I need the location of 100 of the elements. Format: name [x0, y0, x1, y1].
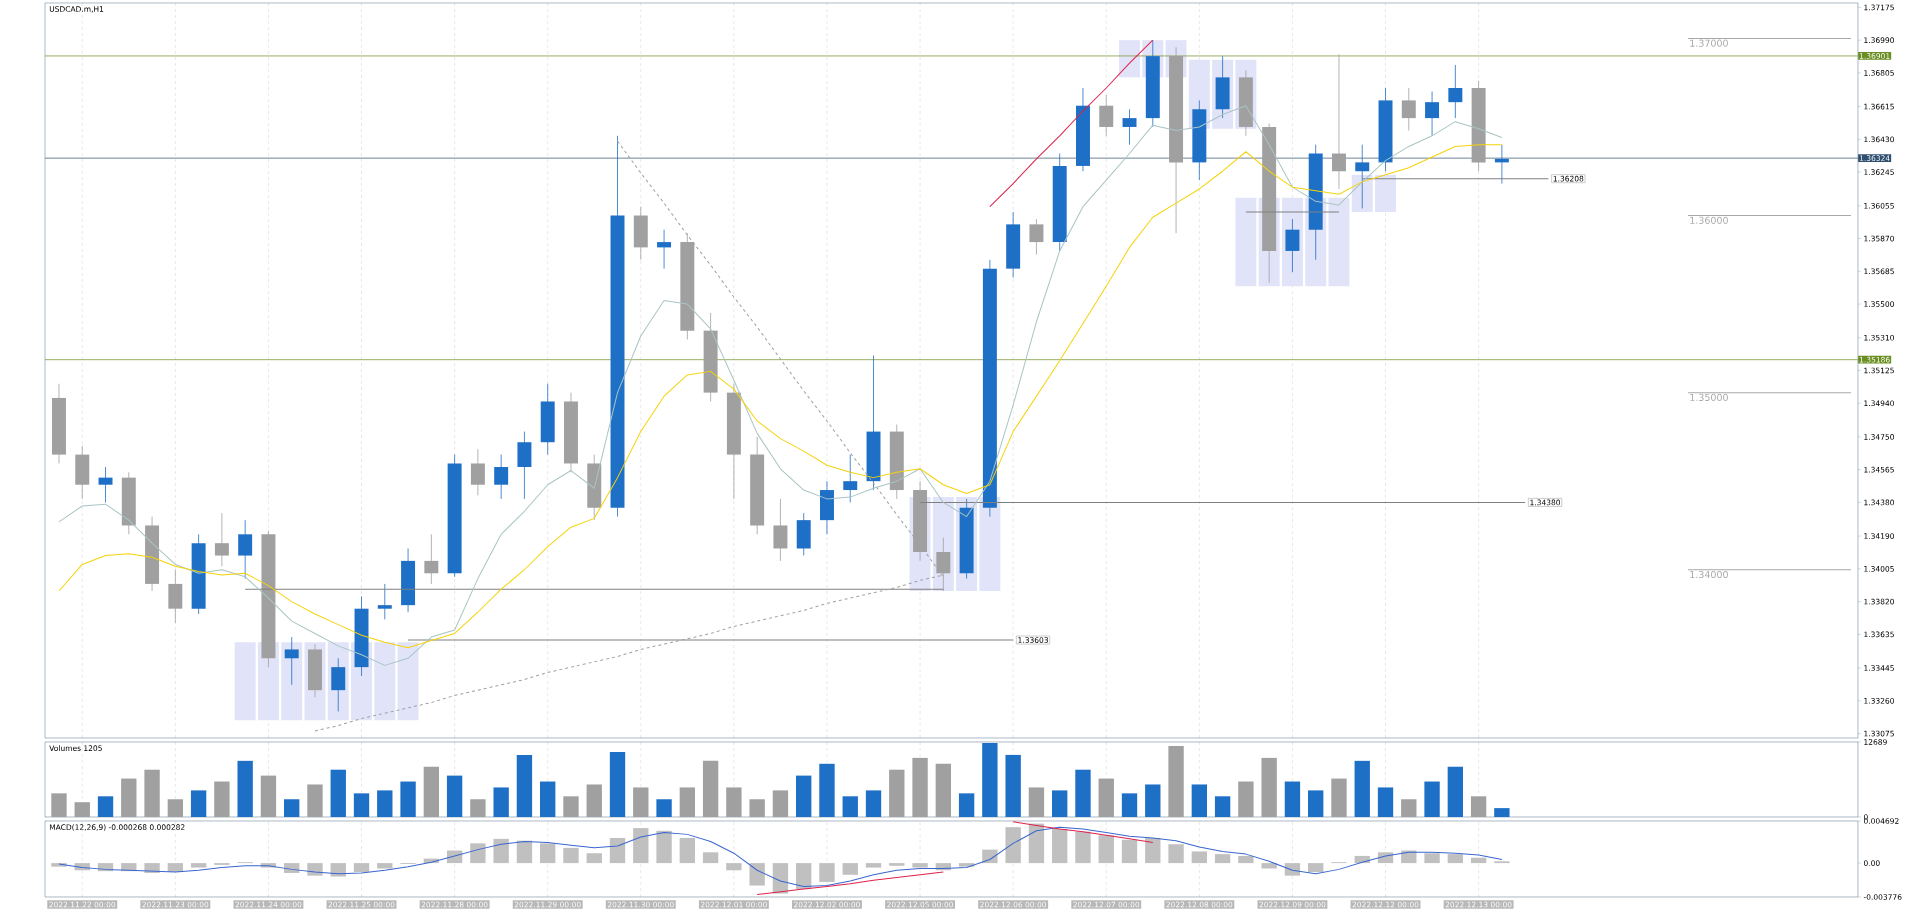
bar — [702, 852, 719, 864]
bar — [374, 642, 396, 721]
series-label: 1.35000 — [1690, 393, 1728, 402]
bar — [400, 781, 416, 817]
bar — [1377, 787, 1394, 817]
bar — [633, 787, 649, 817]
candlestick — [1099, 94, 1114, 137]
bar — [260, 775, 277, 817]
bar — [702, 760, 719, 817]
bar — [1354, 760, 1370, 817]
candlestick — [238, 519, 253, 579]
bar — [726, 787, 742, 817]
bar — [214, 781, 230, 817]
bar — [1238, 855, 1254, 864]
candlestick — [98, 466, 113, 503]
bar — [1028, 787, 1045, 817]
bar — [772, 863, 789, 894]
bar — [586, 784, 602, 817]
bar — [1424, 853, 1440, 864]
bar — [1168, 844, 1184, 864]
bar — [586, 853, 602, 864]
candlestick — [773, 498, 788, 562]
bar — [540, 781, 556, 817]
bar — [1005, 827, 1021, 864]
candlestick — [377, 583, 392, 620]
candlestick — [657, 229, 672, 270]
bar — [144, 769, 160, 817]
bar — [819, 863, 835, 882]
bar — [330, 863, 346, 877]
bar — [353, 863, 370, 873]
bar — [540, 843, 556, 864]
bar — [1284, 781, 1301, 817]
candlestick — [331, 657, 346, 712]
bar — [1308, 790, 1324, 817]
bar — [1075, 769, 1091, 817]
series-label: 1.37000 — [1690, 39, 1728, 47]
bar — [51, 793, 67, 817]
candlestick — [284, 636, 299, 686]
bar — [397, 642, 419, 721]
bar — [1424, 781, 1440, 817]
bar — [1401, 799, 1417, 817]
bar — [1331, 778, 1347, 817]
bar — [889, 863, 905, 866]
candlestick — [494, 454, 509, 500]
bar — [1470, 796, 1487, 817]
bar — [865, 790, 882, 817]
candlestick — [1401, 87, 1416, 131]
bar — [1098, 835, 1114, 864]
candlestick — [1448, 64, 1463, 119]
bar — [982, 743, 998, 817]
bar — [796, 775, 812, 817]
bar — [307, 863, 323, 876]
bar — [74, 802, 90, 817]
bar — [889, 769, 905, 817]
bar — [1005, 754, 1021, 817]
bar — [190, 790, 207, 817]
bar — [1261, 757, 1277, 817]
bar — [1494, 808, 1510, 817]
bar — [307, 784, 323, 817]
bar — [1052, 790, 1068, 817]
bar — [772, 790, 789, 817]
candlestick — [1285, 218, 1300, 273]
bar — [330, 769, 346, 817]
bar — [1191, 784, 1208, 817]
bar — [842, 796, 858, 817]
bar — [679, 837, 696, 864]
bar — [470, 799, 486, 817]
bar — [656, 799, 672, 817]
bar — [1261, 863, 1277, 869]
bar — [1191, 851, 1208, 864]
bar — [1447, 854, 1464, 864]
bar — [446, 775, 463, 817]
candlestick — [470, 448, 485, 496]
bar — [726, 863, 742, 871]
bar — [1375, 174, 1396, 212]
bar — [1075, 831, 1091, 864]
bar — [958, 793, 975, 817]
bar — [377, 790, 393, 817]
bar — [1308, 863, 1324, 873]
bar — [1214, 854, 1231, 864]
bar — [353, 793, 370, 817]
bar — [516, 754, 533, 817]
line-series — [1012, 821, 1154, 843]
bar — [121, 778, 137, 817]
bar — [423, 766, 440, 817]
bar — [1447, 766, 1464, 817]
bar — [656, 830, 672, 864]
bar — [190, 863, 207, 868]
bar — [1121, 839, 1138, 864]
bar — [609, 837, 626, 864]
bar — [633, 828, 649, 864]
candlestick — [1029, 218, 1044, 255]
bar — [1238, 781, 1254, 817]
bar — [563, 847, 579, 864]
bar — [912, 863, 928, 868]
bar — [749, 799, 765, 817]
candlestick — [1122, 108, 1137, 146]
bar — [1168, 746, 1184, 817]
candlestick — [424, 533, 439, 585]
line-series — [989, 39, 1154, 208]
